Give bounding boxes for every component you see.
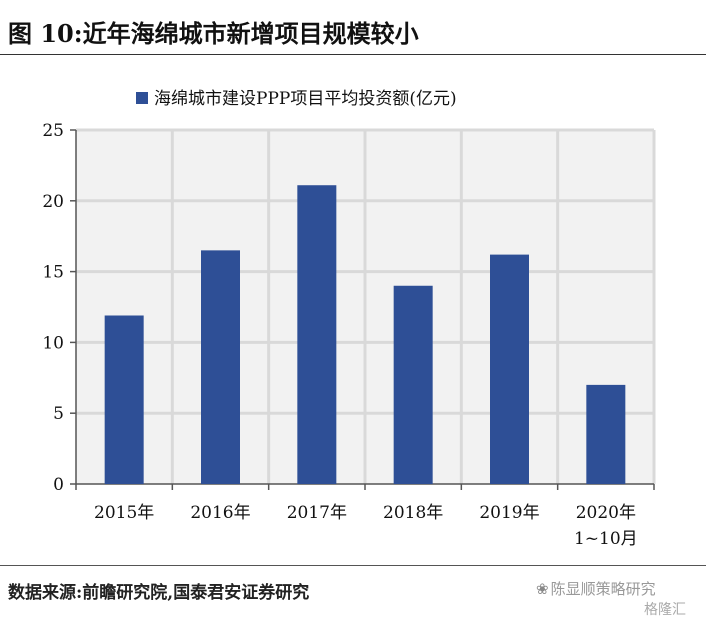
watermark-sub: 格隆汇 bbox=[644, 602, 686, 618]
x-tick-label: 2019年 bbox=[479, 503, 539, 523]
y-tick-label: 10 bbox=[42, 333, 64, 353]
x-tick-label: 2016年 bbox=[190, 503, 250, 523]
x-tick-label: 2020年 bbox=[576, 503, 636, 523]
bar bbox=[393, 285, 433, 484]
figure-title: 图 10:近年海绵城市新增项目规模较小 bbox=[8, 19, 419, 48]
wechat-icon: ❀ bbox=[536, 580, 549, 598]
bar bbox=[490, 254, 529, 484]
bar bbox=[201, 250, 240, 484]
y-tick-label: 15 bbox=[42, 263, 64, 283]
title-divider bbox=[0, 54, 706, 55]
watermark: ❀ 陈显顺策略研究 bbox=[536, 578, 656, 599]
legend-label: 海绵城市建设PPP项目平均投资额(亿元) bbox=[154, 89, 457, 109]
y-tick-label: 0 bbox=[53, 475, 64, 495]
bar bbox=[104, 315, 144, 484]
y-tick-label: 5 bbox=[53, 404, 64, 424]
bar bbox=[586, 384, 626, 484]
footer-divider bbox=[0, 565, 706, 566]
source-note: 数据来源:前瞻研究院,国泰君安证券研究 bbox=[8, 583, 310, 603]
bar bbox=[297, 185, 337, 484]
watermark-text: 陈显顺策略研究 bbox=[550, 580, 656, 598]
x-tick-label: 1~10月 bbox=[574, 529, 638, 549]
x-tick-label: 2017年 bbox=[287, 503, 347, 523]
y-tick-label: 25 bbox=[42, 121, 64, 141]
y-tick-label: 20 bbox=[42, 192, 64, 212]
x-tick-label: 2015年 bbox=[94, 503, 154, 523]
bar-chart: 0 5 10 15 20 25 2015年 2016年 2017年 2018年 2019年 2020年… bbox=[42, 89, 656, 549]
x-tick-label: 2018年 bbox=[383, 503, 443, 523]
legend-swatch bbox=[136, 92, 148, 104]
